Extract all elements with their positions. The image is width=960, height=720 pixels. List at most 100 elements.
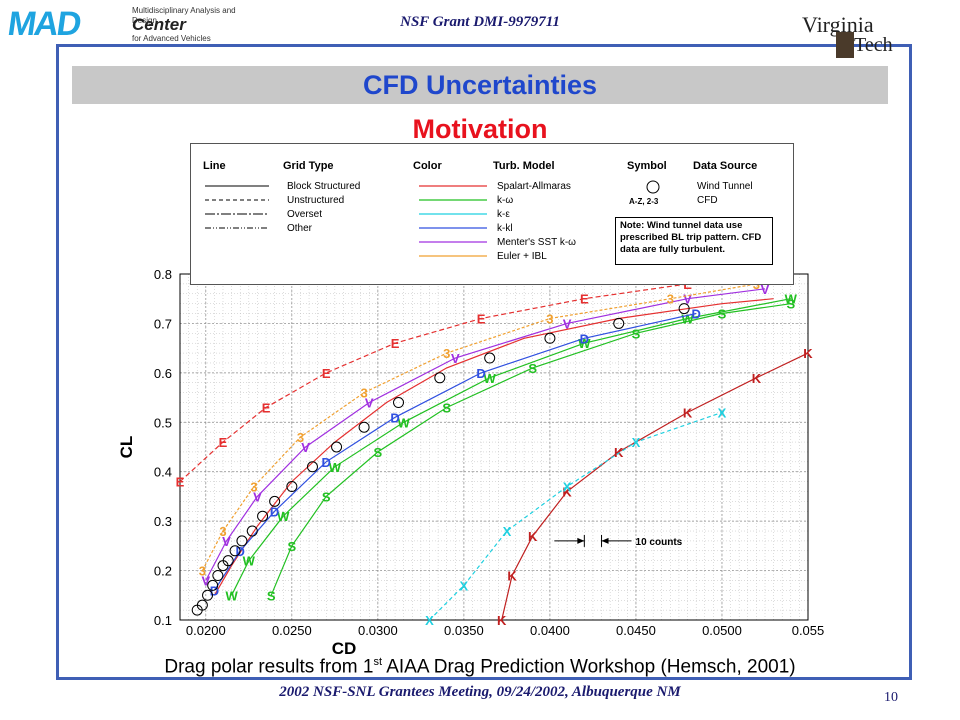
wind-tunnel-point: [678, 303, 690, 315]
series-point-label: D: [580, 331, 589, 346]
wind-tunnel-point: [207, 579, 219, 591]
wind-tunnel-point: [484, 352, 496, 364]
y-tick-label: 0.8: [154, 267, 172, 282]
series-point-label: D: [691, 307, 700, 322]
slide-title: CFD Uncertainties: [362, 70, 598, 100]
slide-subtitle: Motivation: [412, 114, 548, 144]
series-point-label: E: [477, 311, 486, 326]
wind-tunnel-point: [236, 535, 248, 547]
series-point-label: S: [718, 307, 727, 322]
series-line-1: [179, 273, 774, 483]
series-point-label: D: [322, 455, 331, 470]
legend-header-line: Line: [203, 160, 226, 172]
source-wind-tunnel: Wind Tunnel: [697, 181, 753, 192]
series-point-label: V: [683, 292, 692, 307]
series-point-label: S: [374, 445, 383, 460]
annotation-arrowhead-left: [577, 537, 585, 544]
series-point-label: X: [503, 524, 512, 539]
series-point-label: V: [563, 316, 572, 331]
grid-type-3: Other: [287, 223, 313, 234]
series-point-label: W: [578, 336, 591, 351]
series-point-label: E: [322, 366, 331, 381]
circle-symbol-icon: [646, 180, 660, 194]
y-tick-label: 0.5: [154, 415, 172, 430]
series-point-label: K: [683, 405, 693, 420]
series-point-label: K: [507, 569, 517, 584]
symbol-label: A-Z, 2-3: [629, 197, 659, 206]
turb-model-3: k-kl: [497, 223, 513, 234]
grid-type-2: Overset: [287, 209, 323, 220]
y-tick-label: 0.4: [154, 465, 172, 480]
series-point-label: V: [761, 282, 770, 297]
legend-line-styles: [205, 185, 269, 229]
wind-tunnel-point: [212, 570, 224, 582]
wind-tunnel-point: [196, 599, 208, 611]
series-line-6: [201, 283, 757, 571]
turb-model-2: k-ε: [497, 209, 510, 220]
series-point-label: E: [580, 292, 589, 307]
wind-tunnel-point: [358, 421, 370, 433]
legend-header-grid: Grid Type: [283, 160, 334, 172]
y-tick-label: 0.7: [154, 316, 172, 331]
wind-tunnel-point: [544, 332, 556, 344]
series-point-label: X: [425, 613, 434, 628]
turb-model-1: k-ω: [497, 195, 514, 206]
wind-tunnel-point: [257, 510, 269, 522]
y-axis-label: CL: [117, 436, 136, 459]
x-tick-label: 0.0350: [444, 623, 484, 638]
caption-superscript: st: [373, 656, 382, 668]
wind-tunnel-point: [202, 589, 214, 601]
footer-text: 2002 NSF-SNL Grantees Meeting, 09/24/200…: [279, 684, 681, 700]
x-tick-label: 0.0450: [616, 623, 656, 638]
series-point-label: S: [287, 539, 296, 554]
turb-model-0: Spalart-Allmaras: [497, 181, 571, 192]
series-point-label: D: [270, 504, 279, 519]
series-point-label: 3: [360, 386, 367, 401]
series-point-label: W: [681, 311, 694, 326]
vt-shield-icon: [836, 32, 854, 58]
series-point-label: X: [718, 405, 727, 420]
series-point-label: D: [390, 410, 399, 425]
series-point-label: 3: [219, 524, 226, 539]
series-point-label: W: [329, 460, 342, 475]
series-point-label: X: [632, 435, 641, 450]
wind-tunnel-point: [229, 545, 241, 557]
x-tick-label: 0.0250: [272, 623, 312, 638]
wind-tunnel-point: [286, 481, 298, 493]
series-point-label: V: [253, 489, 262, 504]
series-point-label: S: [632, 326, 641, 341]
series-point-label: X: [460, 578, 469, 593]
series-point-label: W: [243, 554, 256, 569]
series-point-label: 3: [250, 480, 257, 495]
series-point-label: V: [451, 351, 460, 366]
series-point-label: V: [301, 440, 310, 455]
series-point-label: E: [262, 400, 271, 415]
series-point-label: V: [201, 573, 210, 588]
wind-tunnel-point: [393, 397, 405, 409]
mad-logo-center: Center: [132, 15, 186, 34]
turb-model-5: Euler + IBL: [497, 251, 547, 262]
caption-text-pre: Drag polar results from 1: [164, 656, 374, 678]
y-tick-label: 0.6: [154, 366, 172, 381]
wind-tunnel-point: [222, 555, 234, 567]
grid-type-0: Block Structured: [287, 181, 361, 192]
series-point-label: K: [803, 346, 813, 361]
annotation-label: 10 counts: [636, 537, 683, 548]
series-point-label: X: [563, 480, 572, 495]
series-point-label: S: [322, 489, 331, 504]
wind-tunnel-point: [613, 317, 625, 329]
series-point-label: K: [528, 529, 538, 544]
series-point-label: 3: [546, 311, 553, 326]
series-point-label: 3: [297, 430, 304, 445]
plot-frame: [179, 273, 809, 621]
series-point-label: 3: [199, 564, 206, 579]
legend-header-color: Color: [413, 160, 442, 172]
wind-tunnel-point: [331, 441, 343, 453]
x-tick-label: 0.0300: [358, 623, 398, 638]
mad-logo-line3: for Advanced Vehicles: [132, 34, 211, 43]
mad-center-logo: MAD Multidisciplinary Analysis and Desig…: [5, 5, 248, 43]
series-point-label: E: [219, 435, 228, 450]
wind-tunnel-point: [269, 495, 281, 507]
series-point-label: S: [786, 297, 795, 312]
legend-header-source: Data Source: [693, 160, 758, 172]
